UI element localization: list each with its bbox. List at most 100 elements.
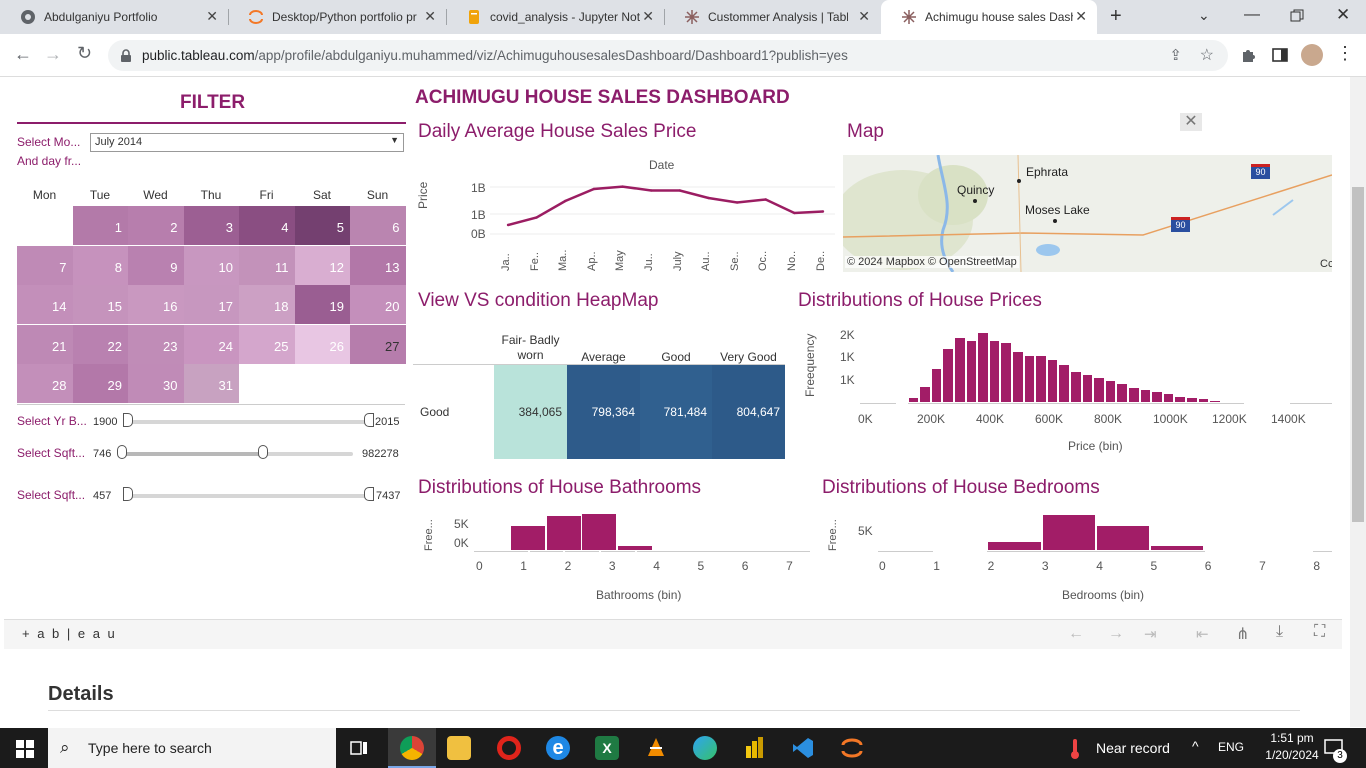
line-point[interactable] bbox=[649, 189, 653, 192]
close-tab-icon[interactable]: ✕ bbox=[424, 8, 436, 24]
price-hist-bar[interactable] bbox=[965, 339, 978, 403]
tab-covid-analysis[interactable]: covid_analysis - Jupyter Not ✕ bbox=[446, 0, 664, 34]
line-series[interactable] bbox=[507, 185, 824, 227]
address-bar[interactable]: public.tableau.com/app/profile/abdulgani… bbox=[108, 40, 1228, 71]
task-view-icon[interactable] bbox=[350, 740, 368, 756]
price-hist-bar[interactable] bbox=[896, 401, 908, 404]
heatmap-cell[interactable]: 804,647 bbox=[712, 365, 785, 459]
sqft1-max-handle[interactable] bbox=[258, 445, 268, 459]
calendar-day[interactable]: 31 bbox=[183, 364, 239, 403]
profile-avatar[interactable] bbox=[1301, 44, 1323, 66]
scrollbar-thumb[interactable] bbox=[1352, 187, 1364, 522]
tab-search-chevron-icon[interactable]: ⌄ bbox=[1198, 7, 1210, 23]
calendar-day[interactable]: 23 bbox=[128, 324, 184, 364]
price-hist-bar[interactable] bbox=[1267, 402, 1279, 405]
chrome-icon[interactable] bbox=[400, 736, 424, 760]
price-hist-bar[interactable] bbox=[1012, 350, 1024, 403]
price-hist-bar[interactable] bbox=[988, 339, 1001, 403]
bath-hist-bar[interactable] bbox=[527, 551, 530, 553]
bed-hist-bar[interactable] bbox=[1204, 550, 1259, 553]
calendar-day[interactable]: 12 bbox=[294, 245, 350, 285]
new-tab-icon[interactable]: + bbox=[1110, 5, 1122, 27]
bath-hist-bar[interactable] bbox=[563, 551, 566, 553]
bed-hist-bar[interactable] bbox=[1041, 513, 1096, 551]
calendar-day[interactable]: 10 bbox=[183, 245, 239, 285]
calendar-day[interactable]: 16 bbox=[128, 285, 184, 324]
undo-icon[interactable]: ← bbox=[1068, 625, 1084, 642]
price-hist-bar[interactable] bbox=[1046, 359, 1059, 403]
line-point[interactable] bbox=[735, 201, 739, 204]
bed-hist-bar[interactable] bbox=[1095, 524, 1151, 551]
tableau-logo[interactable]: + a b | e a u bbox=[22, 626, 117, 641]
calendar-day[interactable]: 27 bbox=[350, 324, 406, 364]
share-icon[interactable]: ⇪ bbox=[1169, 47, 1182, 64]
back-icon[interactable]: ← bbox=[14, 44, 32, 64]
calendar-day[interactable]: 8 bbox=[72, 245, 128, 285]
price-hist-bar[interactable] bbox=[1220, 400, 1233, 403]
close-window-icon[interactable]: ✕ bbox=[1336, 5, 1351, 24]
bed-hist-bar[interactable] bbox=[987, 540, 1042, 551]
price-hist-bar[interactable] bbox=[1081, 373, 1094, 403]
tab-achimugu-dashboard[interactable]: Achimugu house sales Dash ✕ bbox=[881, 0, 1097, 34]
calendar-day[interactable]: 11 bbox=[239, 245, 295, 285]
reload-icon[interactable]: ↻ bbox=[77, 43, 93, 63]
bath-hist-bar[interactable] bbox=[599, 551, 601, 553]
price-hist-bar[interactable] bbox=[954, 337, 966, 403]
bath-hist-bar[interactable] bbox=[510, 525, 546, 551]
price-hist-bar[interactable] bbox=[1232, 401, 1244, 404]
clock-time[interactable]: 1:51 pm bbox=[1270, 731, 1314, 745]
price-hist-bar[interactable] bbox=[1128, 386, 1140, 403]
price-hist-bar[interactable] bbox=[1197, 398, 1210, 403]
price-hist-bar[interactable] bbox=[1162, 393, 1175, 403]
price-hist-bar[interactable] bbox=[1244, 401, 1256, 404]
calendar-day[interactable]: 9 bbox=[128, 245, 184, 285]
map-view[interactable]: Ephrata Quincy Moses Lake 90 90 © 2024 M… bbox=[843, 155, 1332, 272]
calendar-day[interactable]: 18 bbox=[239, 285, 295, 324]
month-select[interactable]: July 2014 ▼ bbox=[90, 133, 404, 152]
sqft1-min-handle[interactable] bbox=[117, 445, 127, 459]
calendar-day[interactable]: 13 bbox=[350, 245, 406, 285]
tab-python-portfolio[interactable]: Desktop/Python portfolio pr ✕ bbox=[228, 0, 446, 34]
line-point[interactable] bbox=[564, 199, 567, 203]
line-point[interactable] bbox=[764, 198, 767, 201]
close-icon[interactable]: ✕ bbox=[1180, 113, 1202, 131]
price-hist-bar[interactable] bbox=[1104, 380, 1117, 403]
share-icon[interactable]: ⋔ bbox=[1236, 626, 1250, 643]
bath-hist-bar[interactable] bbox=[545, 515, 582, 551]
price-hist-bar[interactable] bbox=[942, 348, 954, 403]
calendar-day[interactable]: 7 bbox=[17, 245, 73, 285]
price-hist-bar[interactable] bbox=[1186, 396, 1198, 403]
forward-icon[interactable]: → bbox=[44, 44, 62, 64]
calendar-day[interactable]: 4 bbox=[239, 206, 295, 245]
extensions-icon[interactable] bbox=[1240, 47, 1256, 63]
revert-all-icon[interactable]: ⇤ bbox=[1196, 626, 1209, 643]
bath-hist-bar[interactable] bbox=[634, 550, 637, 553]
price-hist-bar[interactable] bbox=[1058, 363, 1070, 403]
side-panel-icon[interactable] bbox=[1272, 47, 1288, 63]
heatmap-cell[interactable]: 781,484 bbox=[640, 365, 712, 459]
close-tab-icon[interactable]: ✕ bbox=[206, 8, 218, 24]
calendar-day[interactable]: 14 bbox=[17, 285, 73, 324]
calendar-day[interactable]: 20 bbox=[350, 285, 406, 324]
price-hist-bar[interactable] bbox=[1000, 342, 1012, 403]
bath-hist-bar[interactable] bbox=[581, 513, 618, 551]
calendar-day[interactable]: 22 bbox=[72, 324, 128, 364]
restore-icon[interactable] bbox=[1290, 9, 1304, 23]
fullscreen-icon[interactable]: ⛶ bbox=[1314, 623, 1326, 640]
bed-hist-bar[interactable] bbox=[933, 550, 988, 553]
heatmap-cell[interactable]: 384,065 bbox=[494, 365, 567, 459]
price-hist-bar[interactable] bbox=[930, 367, 943, 403]
year-min-handle[interactable] bbox=[123, 413, 133, 427]
price-hist-bar[interactable] bbox=[1070, 371, 1082, 403]
price-hist-bar[interactable] bbox=[919, 385, 931, 403]
line-point[interactable] bbox=[592, 187, 596, 191]
calendar-day[interactable]: 21 bbox=[17, 324, 73, 364]
calendar-day[interactable]: 26 bbox=[294, 324, 350, 364]
menu-kebab-icon[interactable]: ⋮ bbox=[1336, 43, 1354, 63]
price-hist-bar[interactable] bbox=[1255, 401, 1268, 404]
calendar-day[interactable]: 3 bbox=[183, 206, 239, 245]
calendar-day[interactable]: 29 bbox=[72, 364, 128, 403]
vlc-icon[interactable] bbox=[644, 736, 668, 760]
sqft-slider-2[interactable] bbox=[127, 494, 371, 498]
clock-date[interactable]: 1/20/2024 bbox=[1265, 748, 1319, 762]
